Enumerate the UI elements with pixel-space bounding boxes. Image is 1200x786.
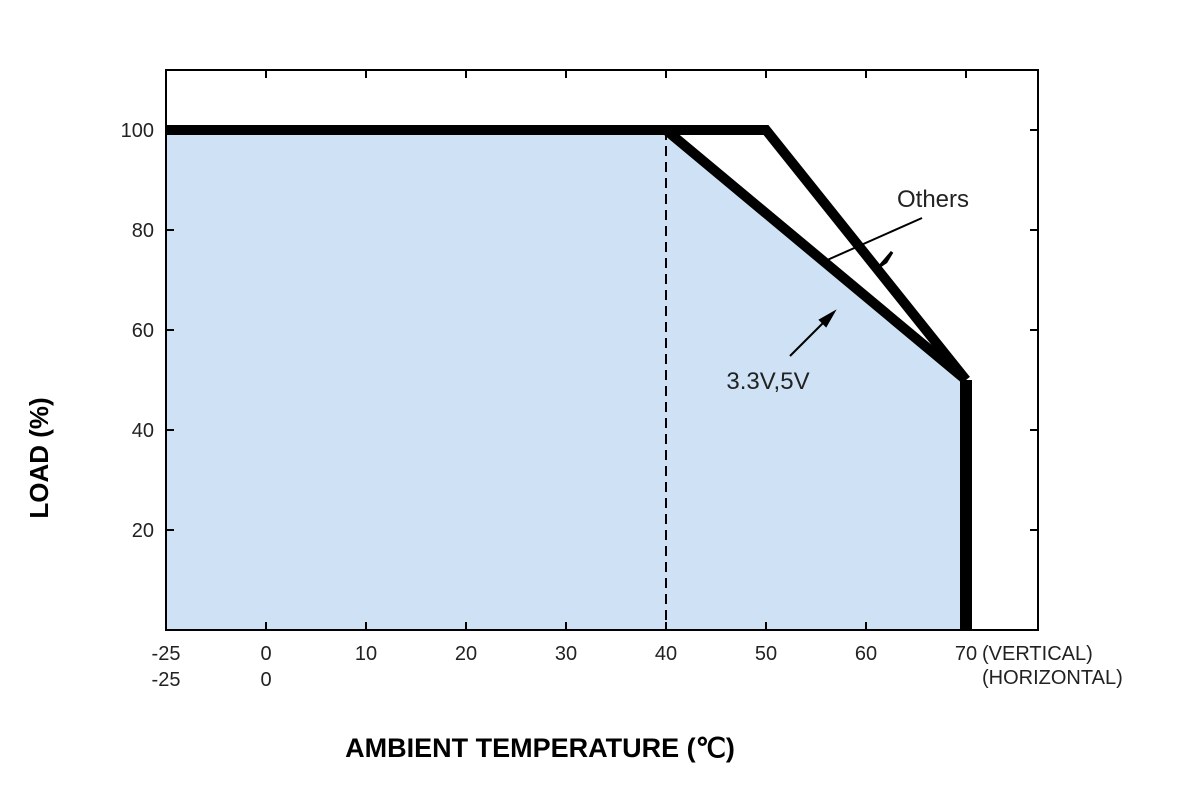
- y-ticks: 20 40 60 80 100: [121, 120, 1038, 542]
- x-tick-label-vertical: 40: [655, 643, 677, 665]
- y-tick-label: 20: [132, 520, 154, 542]
- x-tick-label-vertical: 10: [355, 643, 377, 665]
- x-tick-label-vertical: 60: [855, 643, 877, 665]
- operating-area-fill: [166, 130, 966, 630]
- x-tick-suffix-horizontal: (HORIZONTAL): [982, 667, 1123, 689]
- x-tick-label-vertical: 70: [955, 643, 977, 665]
- series-lines: [166, 125, 972, 630]
- annotation-arrowhead-others: [878, 251, 894, 268]
- annotation-arrow-others: [824, 217, 923, 262]
- y-tick-label: 60: [132, 320, 154, 342]
- y-tick-label: 100: [121, 120, 154, 142]
- x-tick-label-vertical: 30: [555, 643, 577, 665]
- annotation-label-3v3-5v: 3.3V,5V: [726, 368, 809, 395]
- safe-area-fill: [166, 130, 966, 630]
- x-tick-label-vertical: 50: [755, 643, 777, 665]
- annotations: Others 3.3V,5V: [726, 186, 969, 395]
- x-tick-label-horizontal: -25: [152, 669, 181, 691]
- annotation-label-others: Others: [897, 186, 969, 213]
- annotation-arrowhead-3v3-5v: [818, 309, 837, 328]
- y-tick-label: 80: [132, 220, 154, 242]
- x-tick-suffix-vertical: (VERTICAL): [982, 643, 1093, 665]
- x-tick-label-horizontal: 0: [260, 669, 271, 691]
- x-ticks: -25 0 10 20 30 40 50 60 70 -25 0 (VERTICAL)(HORIZON…: [152, 70, 1123, 691]
- x-tick-label-vertical: 20: [455, 643, 477, 665]
- plot-frame: [165, 69, 1039, 631]
- x-tick-label-vertical: 0: [260, 643, 271, 665]
- y-axis-label: LOAD (%): [24, 397, 54, 518]
- y-tick-label: 40: [132, 420, 154, 442]
- x-axis-label: AMBIENT TEMPERATURE (℃): [345, 733, 735, 763]
- series-line-3v3-5v: [166, 125, 970, 384]
- x-tick-label-vertical: -25: [152, 643, 181, 665]
